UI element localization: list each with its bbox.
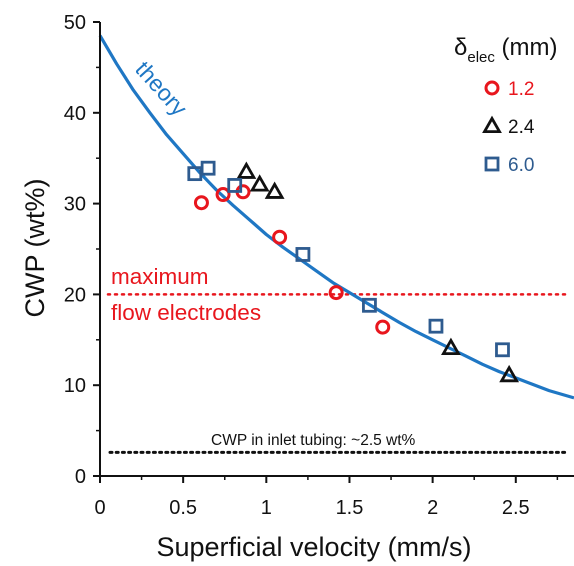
y-tick-label: 20 [64,284,86,306]
y-axis-label: CWP (wt%) [20,179,50,318]
legend-marker-circle [484,80,500,96]
x-tick-label: 2 [427,497,438,519]
legend-label: 1.2 [508,79,534,100]
data-point-circle [328,285,344,301]
data-points [187,160,520,383]
data-point-circle [272,229,288,245]
reference-lines: maximum flow electrodes CWP in inlet tubin… [106,264,568,454]
y-tick-label: 10 [64,375,86,397]
reference-label-line-2: flow electrodes [111,300,261,325]
data-point-circle [215,187,231,203]
data-point-triangle [499,364,520,383]
legend-label: 6.0 [508,155,534,176]
data-point-circle [375,319,391,335]
reference-label-line-1: maximum [111,264,209,289]
y-tick-label: 50 [64,12,86,34]
y-tick-label: 0 [75,466,86,488]
x-tick-label: 2.5 [502,497,530,519]
data-point-triangle [264,181,285,199]
legend-marker-square [484,156,500,172]
y-tick-label: 30 [64,194,86,216]
data-point-square [428,318,444,334]
legend-marker-triangle [482,115,502,134]
data-point-square [362,297,377,313]
data-point-triangle [249,174,270,192]
data-point-square [495,342,510,358]
data-point-triangle [236,161,257,179]
theory-curve [98,34,574,400]
reference-label-inlet: CWP in inlet tubing: ~2.5 wt% [211,432,416,449]
axes: 0 10 20 30 40 50 0 0.5 1 1.5 2 2.5 [64,12,574,519]
y-tick-label: 40 [64,103,86,125]
x-tick-label: 1 [261,497,272,519]
x-tick-label: 0 [94,497,105,519]
x-tick-label: 1.5 [336,497,364,519]
legend-label: 2.4 [508,117,535,138]
x-axis-label: Superficial velocity (mm/s) [156,532,471,562]
data-point-triangle [441,337,461,355]
data-point-square [200,160,216,176]
legend-title: δelec (mm) [454,34,558,66]
data-point-square [295,247,311,262]
x-tick-label: 0.5 [169,497,197,519]
legend: δelec (mm) 1.2 2.4 6.0 [454,34,558,176]
data-point-square [227,178,243,193]
data-point-circle [193,195,209,211]
